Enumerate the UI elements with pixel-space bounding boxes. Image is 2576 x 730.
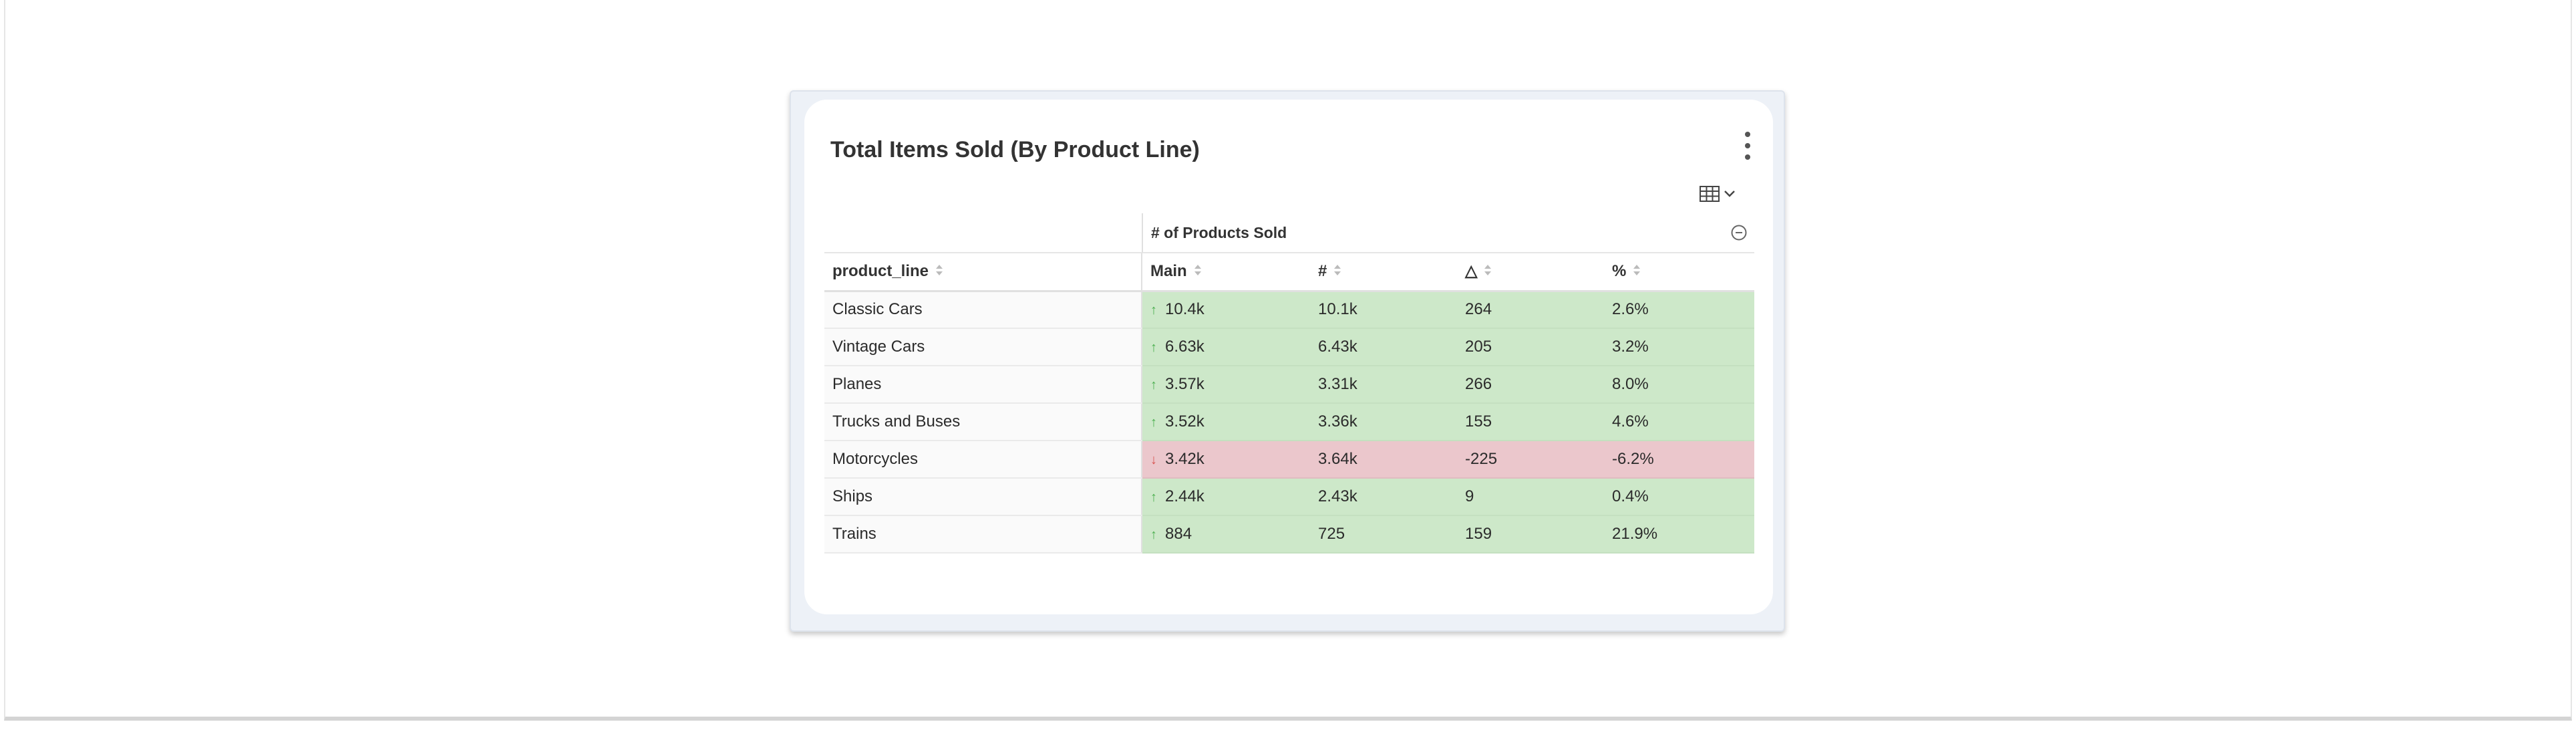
- cell-product-line: Motorcycles: [824, 441, 1142, 479]
- cell-product-line: Vintage Cars: [824, 328, 1142, 366]
- sort-icon[interactable]: [1484, 263, 1492, 281]
- cell-delta: 266: [1457, 366, 1604, 404]
- table-row: Trucks and Buses ↑ 3.52k 3.36k 155 4.6%: [824, 403, 1754, 441]
- cell-product-line: Classic Cars: [824, 291, 1142, 329]
- table-body: Classic Cars ↑ 10.4k 10.1k 264 2.6% Vintage Ca…: [824, 291, 1754, 554]
- group-header-row: # of Products Sold: [824, 213, 1754, 253]
- table-row: Classic Cars ↑ 10.4k 10.1k 264 2.6%: [824, 291, 1754, 329]
- cell-count: 2.43k: [1310, 478, 1457, 516]
- arrow-up-icon: ↑: [1150, 378, 1157, 392]
- table-row: Planes ↑ 3.57k 3.31k 266 8.0%: [824, 366, 1754, 404]
- sort-icon[interactable]: [935, 263, 943, 281]
- column-header-product-line[interactable]: product_line: [824, 253, 1142, 292]
- arrow-up-icon: ↑: [1150, 527, 1157, 542]
- cell-delta: 159: [1457, 515, 1604, 554]
- cell-main: ↑ 3.52k: [1141, 403, 1310, 441]
- column-header-percent[interactable]: %: [1604, 253, 1754, 292]
- arrow-down-icon: ↓: [1150, 453, 1157, 467]
- cell-delta: 205: [1457, 328, 1604, 366]
- cell-delta: 9: [1457, 478, 1604, 516]
- column-header-main[interactable]: Main: [1141, 253, 1310, 292]
- group-header-label: # of Products Sold: [1151, 223, 1287, 241]
- cell-percent: 8.0%: [1604, 366, 1754, 404]
- cell-percent: 2.6%: [1604, 291, 1754, 329]
- cell-delta: -225: [1457, 441, 1604, 479]
- cell-count: 6.43k: [1310, 328, 1457, 366]
- cell-product-line: Ships: [824, 478, 1142, 516]
- group-header: # of Products Sold: [1142, 213, 1754, 253]
- table-row: Ships ↑ 2.44k 2.43k 9 0.4%: [824, 478, 1754, 516]
- table-row: Vintage Cars ↑ 6.63k 6.43k 205 3.2%: [824, 328, 1754, 366]
- cell-count: 3.64k: [1310, 441, 1457, 479]
- cell-count: 725: [1310, 515, 1457, 554]
- cell-percent: 21.9%: [1604, 515, 1754, 554]
- cell-product-line: Planes: [824, 366, 1142, 404]
- cell-main-value: 884: [1165, 525, 1192, 543]
- cell-percent: 3.2%: [1604, 328, 1754, 366]
- cell-main: ↑ 2.44k: [1141, 478, 1310, 516]
- column-header-row: product_line Main # △ %: [824, 253, 1754, 292]
- cell-delta: 264: [1457, 291, 1604, 329]
- cell-main: ↑ 6.63k: [1141, 328, 1310, 366]
- cell-count: 3.36k: [1310, 403, 1457, 441]
- cell-main: ↑ 3.57k: [1141, 366, 1310, 404]
- cell-percent: 4.6%: [1604, 403, 1754, 441]
- cell-main-value: 3.52k: [1165, 412, 1204, 431]
- visualization-toggle-button[interactable]: [1700, 182, 1741, 205]
- cell-product-line: Trucks and Buses: [824, 403, 1142, 441]
- table-row: Motorcycles ↓ 3.42k 3.64k -225 -6.2%: [824, 441, 1754, 479]
- sort-icon[interactable]: [1194, 263, 1202, 281]
- cell-main-value: 6.63k: [1165, 338, 1204, 356]
- column-header-count[interactable]: #: [1310, 253, 1457, 292]
- kebab-menu-icon[interactable]: [1740, 132, 1756, 160]
- minus-circle-icon[interactable]: [1730, 224, 1748, 241]
- arrow-up-icon: ↑: [1150, 340, 1157, 355]
- sort-icon[interactable]: [1333, 263, 1341, 281]
- chevron-down-icon: [1724, 191, 1735, 197]
- arrow-up-icon: ↑: [1150, 415, 1157, 430]
- cell-main: ↑ 884: [1141, 515, 1310, 554]
- cell-main: ↓ 3.42k: [1141, 441, 1310, 479]
- cell-count: 3.31k: [1310, 366, 1457, 404]
- cell-main-value: 3.42k: [1165, 450, 1204, 468]
- cell-percent: 0.4%: [1604, 478, 1754, 516]
- arrow-up-icon: ↑: [1150, 303, 1157, 318]
- data-table: product_line Main # △ % Classic Cars ↑ 10.…: [824, 253, 1754, 554]
- cell-main-value: 3.57k: [1165, 375, 1204, 393]
- cell-main-value: 2.44k: [1165, 487, 1204, 505]
- chart-card: Total Items Sold (By Product Line) # of …: [804, 100, 1773, 614]
- cell-main: ↑ 10.4k: [1141, 291, 1310, 329]
- cell-main-value: 10.4k: [1165, 300, 1204, 319]
- pivot-table: # of Products Sold product_line Main # △: [824, 213, 1754, 554]
- card-title: Total Items Sold (By Product Line): [830, 137, 1200, 162]
- sort-icon[interactable]: [1633, 263, 1641, 281]
- cell-product-line: Trains: [824, 515, 1142, 554]
- table-row: Trains ↑ 884 725 159 21.9%: [824, 515, 1754, 554]
- cell-percent: -6.2%: [1604, 441, 1754, 479]
- column-header-delta[interactable]: △: [1457, 253, 1604, 292]
- arrow-up-icon: ↑: [1150, 490, 1157, 505]
- table-icon: [1700, 186, 1720, 202]
- chart-card-container: Total Items Sold (By Product Line) # of …: [790, 90, 1785, 632]
- cell-delta: 155: [1457, 403, 1604, 441]
- cell-count: 10.1k: [1310, 291, 1457, 329]
